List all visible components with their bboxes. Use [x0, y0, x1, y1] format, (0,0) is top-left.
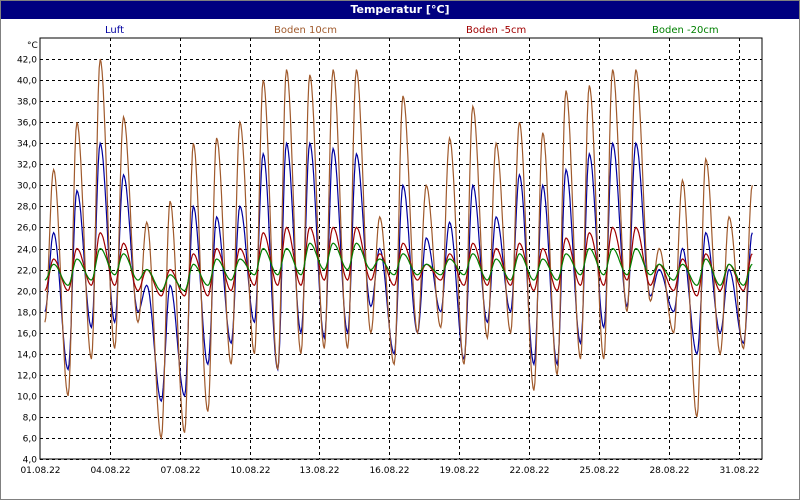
legend-luft: Luft — [105, 25, 124, 36]
x-tick-label: 31.08.22 — [719, 466, 759, 476]
x-tick-label: 25.08.22 — [579, 466, 619, 476]
legend-boden-minus-5cm: Boden -5cm — [466, 25, 527, 36]
y-tick-label: 42,0 — [17, 56, 37, 66]
y-tick-label: 40,0 — [17, 77, 37, 87]
y-tick-label: 6,0 — [23, 435, 38, 445]
x-tick-label: 19.08.22 — [439, 466, 479, 476]
series-line-3 — [44, 242, 753, 292]
legend-boden-10cm: Boden 10cm — [274, 25, 337, 36]
x-tick-label: 01.08.22 — [20, 466, 60, 476]
y-tick-label: 32,0 — [17, 161, 37, 171]
y-tick-label: 8,0 — [23, 414, 38, 424]
x-tick-label: 13.08.22 — [299, 466, 339, 476]
series-lines — [44, 58, 753, 441]
y-tick-label: 12,0 — [17, 372, 37, 382]
legend-boden-minus-20cm: Boden -20cm — [652, 25, 719, 36]
x-tick-label: 16.08.22 — [369, 466, 409, 476]
y-tick-label: 20,0 — [17, 288, 37, 298]
y-tick-label: 24,0 — [17, 246, 37, 256]
x-tick-label: 28.08.22 — [649, 466, 689, 476]
y-axis-unit-label: °C — [27, 41, 38, 51]
x-tick-label: 10.08.22 — [230, 466, 270, 476]
axes: 4,0 6,0 8,0 10,0 12,0 14,0 16,0 18,0 20,0 22,0 24,… — [17, 37, 763, 476]
chart-title: Temperatur [°C] — [1, 1, 799, 19]
y-tick-label: 26,0 — [17, 224, 37, 234]
y-tick-label: 38,0 — [17, 98, 37, 108]
x-tick-label: 07.08.22 — [160, 466, 200, 476]
y-tick-label: 14,0 — [17, 351, 37, 361]
y-tick-label: 30,0 — [17, 182, 37, 192]
x-tick-label: 04.08.22 — [90, 466, 130, 476]
series-line-0 — [44, 141, 753, 403]
series-line-1 — [44, 58, 753, 441]
y-tick-label: 36,0 — [17, 119, 37, 129]
y-tick-label: 16,0 — [17, 330, 37, 340]
y-tick-label: 10,0 — [17, 393, 37, 403]
y-tick-label: 28,0 — [17, 203, 37, 213]
x-tick-label: 22.08.22 — [509, 466, 549, 476]
plot-border — [39, 37, 763, 460]
y-tick-label: 22,0 — [17, 267, 37, 277]
y-tick-label: 18,0 — [17, 309, 37, 319]
y-tick-label: 4,0 — [23, 456, 38, 466]
y-tick-label: 34,0 — [17, 140, 37, 150]
